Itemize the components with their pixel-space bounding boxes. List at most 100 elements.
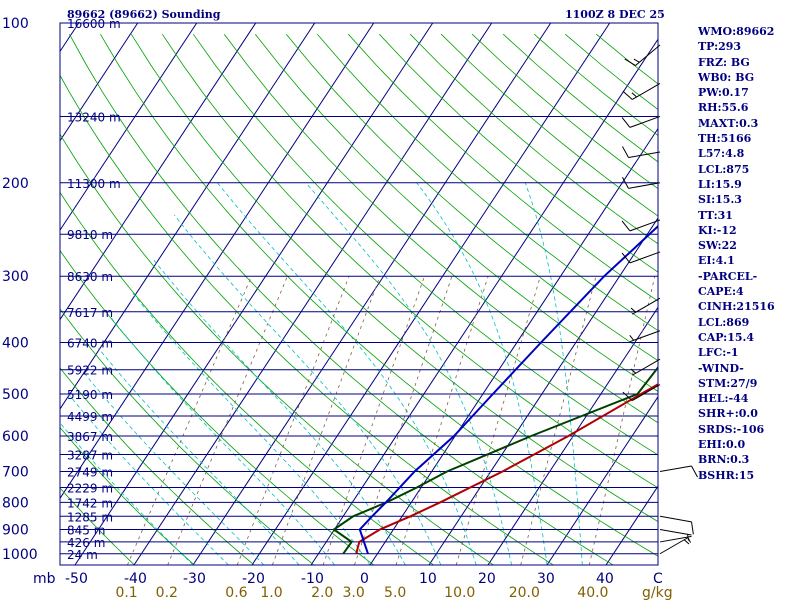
mixing-ratio-line [167, 276, 288, 565]
moist-adiabat-line [68, 393, 229, 565]
height-label: 845 m [67, 523, 105, 537]
index-item: KI:-12 [698, 223, 737, 237]
mixing-ratio-line [455, 276, 541, 565]
dry-adiabat-line [161, 33, 658, 489]
wind-barb-staff [629, 330, 661, 343]
dry-adiabat-line [348, 33, 658, 302]
mixing-ratio-line [395, 276, 489, 565]
temperature-tick-label: -40 [124, 571, 147, 587]
pressure-tick-label: 300 [2, 269, 29, 285]
index-item: SW:22 [698, 239, 737, 253]
height-label: 8630 m [67, 270, 113, 284]
wind-barb-staff [659, 537, 688, 555]
wind-barb [659, 465, 698, 478]
dry-adiabat-line [60, 249, 375, 565]
mixing-ratio-tick-label: 40.0 [577, 585, 608, 600]
wind-barb-staff [632, 358, 661, 376]
dry-adiabat-line [254, 33, 658, 392]
index-item: EI:4.1 [698, 254, 735, 268]
height-label: 24 m [67, 548, 98, 562]
dry-adiabat-line [60, 487, 135, 565]
dry-adiabat-line [316, 33, 658, 332]
mixing-ratio-tick-label: 20.0 [509, 585, 540, 600]
mixing-ratio-unit-label: g/kg [642, 585, 673, 600]
index-item: CAP:15.4 [698, 330, 755, 344]
temperature-tick-label: 40 [596, 571, 614, 587]
dry-adiabat-line [130, 33, 658, 523]
wind-barb [622, 146, 661, 159]
station-title: 89662 (89662) Sounding [67, 8, 221, 21]
mixing-ratio-tick-label: 2.0 [311, 585, 333, 600]
isotherm-line [60, 23, 139, 142]
isotherm-line [133, 23, 493, 565]
dry-adiabat-line [60, 426, 195, 565]
pressure-tick-label: 400 [2, 336, 29, 352]
wind-barb [622, 384, 661, 402]
mixing-ratio-tick-label: 3.0 [342, 585, 364, 600]
temperature-profile-line [355, 383, 658, 555]
index-item: SI:15.3 [698, 193, 742, 207]
wind-barb [621, 251, 661, 264]
isotherm-line [487, 306, 658, 565]
moist-adiabat-line [173, 214, 442, 565]
pressure-tick-label: 700 [2, 465, 29, 481]
wind-barb-staff [632, 83, 661, 100]
wind-barb [624, 44, 661, 66]
index-item: STM:27/9 [698, 376, 758, 390]
height-label: 5922 m [67, 364, 113, 378]
wind-barb [621, 115, 661, 128]
pressure-tick-label: 500 [2, 387, 29, 403]
parcel-profile-line [358, 224, 658, 555]
isotherm-line [369, 127, 658, 565]
index-item: HEL:-44 [698, 392, 749, 406]
moist-adiabat-line [153, 260, 406, 565]
mixing-ratio-tick-label: 10.0 [444, 585, 475, 600]
isotherm-line [310, 38, 658, 565]
wind-barb-staff [632, 384, 661, 402]
moist-adiabat-line [111, 318, 335, 565]
index-item: EHI:0.0 [698, 438, 746, 452]
pressure-tick-label: 600 [2, 429, 29, 445]
wind-barb-flag [622, 146, 629, 158]
height-label: 2749 m [67, 466, 113, 480]
wind-barb [630, 297, 661, 315]
height-label: 4499 m [67, 410, 113, 424]
moist-adiabat-line [130, 290, 371, 565]
moist-adiabat-line [217, 182, 477, 565]
height-label: 11300 m [67, 177, 121, 191]
wind-barb [630, 358, 661, 376]
mixing-ratio-line [354, 276, 453, 565]
index-item: FRZ: BG [698, 55, 750, 69]
pressure-tick-label: 100 [2, 16, 29, 32]
plot-border [59, 22, 659, 566]
wind-barb-staff [632, 297, 661, 315]
dry-adiabat-line [69, 34, 614, 565]
index-item: WB0: BG [698, 70, 755, 84]
pressure-tick-label: 200 [2, 176, 29, 192]
temperature-tick-label: -20 [242, 571, 265, 587]
valid-time: 1100Z 8 DEC 25 [565, 8, 665, 21]
wind-barb-flag [622, 391, 633, 401]
wind-barb-staff [629, 115, 661, 128]
wind-barb-half-flag [687, 536, 692, 543]
dry-adiabat-line [285, 33, 658, 362]
mixing-ratio-line [127, 276, 252, 565]
height-label: 1742 m [67, 496, 113, 510]
height-label: 426 m [67, 536, 105, 550]
index-item: LI:15.9 [698, 177, 742, 191]
wind-barb-flag [624, 58, 636, 66]
index-item: WMO:89662 [698, 25, 775, 38]
wind-barb-flag [621, 117, 631, 128]
wind-barb-staff [628, 182, 661, 189]
temperature-tick-label: 30 [537, 571, 555, 587]
mixing-ratio-line [322, 276, 425, 565]
isotherm-line [60, 23, 375, 500]
dry-adiabat-line [60, 308, 315, 565]
wind-barb-staff [659, 515, 692, 523]
height-label: 7617 m [67, 306, 113, 320]
mixing-ratio-tick-label: 0.2 [156, 585, 178, 600]
dry-adiabat-line [60, 74, 554, 565]
